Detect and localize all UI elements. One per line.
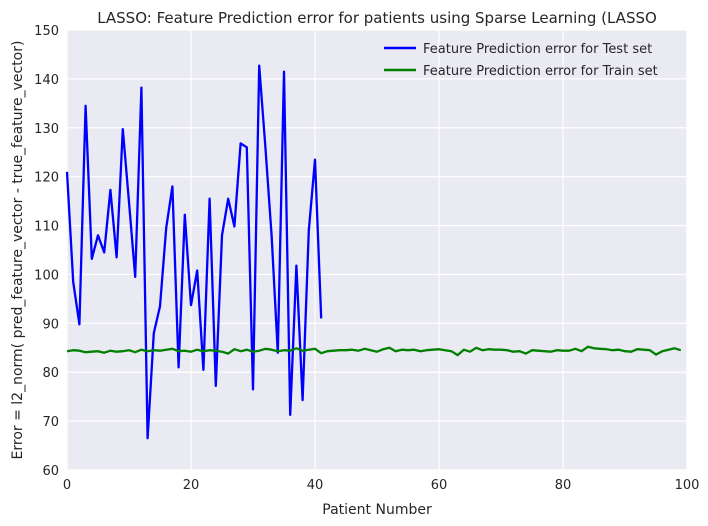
y-tick-label: 130: [34, 122, 59, 137]
x-tick-label: 40: [307, 478, 324, 493]
y-axis-label: Error = l2_norm( pred_feature_vector - t…: [10, 41, 26, 460]
legend-train-label: Feature Prediction error for Train set: [423, 64, 658, 79]
grid-lines: [66, 29, 688, 471]
y-tick-label: 70: [42, 415, 59, 430]
y-tick-label: 110: [34, 220, 59, 235]
x-tick-label: 100: [675, 478, 700, 493]
x-tick-label: 0: [63, 478, 71, 493]
y-tick-label: 140: [34, 73, 59, 88]
plot-background: [67, 30, 687, 470]
x-tick-labels: 0 20 40 60 80 100: [63, 478, 700, 493]
y-tick-label: 100: [34, 268, 59, 283]
y-tick-label: 150: [34, 24, 59, 39]
x-axis-label: Patient Number: [322, 502, 432, 518]
y-tick-labels: 60 70 80 90 100 110 120 130 140 150: [34, 24, 59, 479]
train-set-line: [66, 345, 682, 357]
test-set-line: [65, 64, 323, 440]
y-tick-label: 80: [42, 366, 59, 381]
chart-title: LASSO: Feature Prediction error for pati…: [97, 9, 657, 27]
x-tick-label: 60: [431, 478, 448, 493]
y-tick-label: 60: [42, 464, 59, 479]
legend: Feature Prediction error for Test set Fe…: [384, 42, 658, 79]
y-tick-label: 90: [42, 317, 59, 332]
series-lines: [65, 64, 682, 440]
x-tick-label: 80: [555, 478, 572, 493]
y-tick-label: 120: [34, 171, 59, 186]
legend-test-label: Feature Prediction error for Test set: [423, 42, 652, 57]
x-tick-label: 20: [183, 478, 200, 493]
